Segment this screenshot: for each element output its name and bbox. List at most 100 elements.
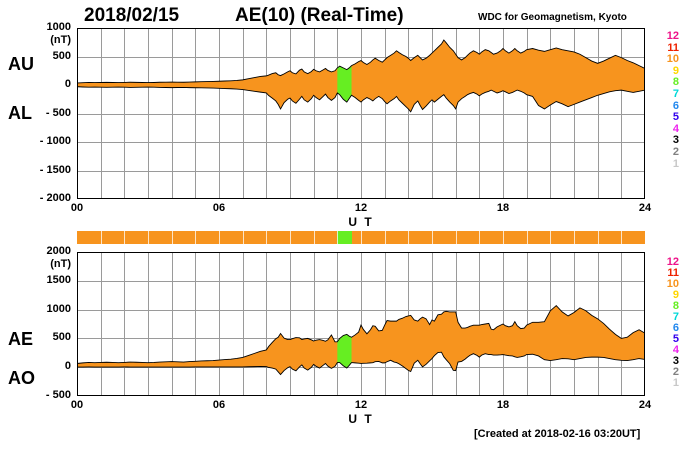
gridline-vertical	[219, 253, 220, 395]
gridline-vertical	[337, 253, 338, 395]
color-scale-level-7: 7	[672, 311, 679, 323]
y-axis-unit-label: (nT)	[50, 258, 71, 270]
gridline-vertical	[290, 253, 291, 395]
y-axis-tick-label: 1000	[46, 303, 71, 315]
color-scale-level-7: 7	[672, 88, 679, 100]
x-axis-tick-label: 00	[70, 202, 84, 214]
color-scale-level-11: 11	[667, 267, 679, 279]
color-scale-level-6: 6	[672, 99, 679, 112]
gridline-vertical	[101, 253, 102, 395]
strip-hour-separator	[550, 231, 552, 244]
strip-segment-level-8	[337, 231, 352, 244]
strip-hour-separator	[290, 231, 291, 244]
color-scale-level-8: 8	[672, 76, 679, 89]
gridline-horizontal	[78, 338, 644, 339]
series-label-ae: AE	[8, 329, 34, 349]
gridline-vertical	[479, 29, 480, 198]
gridline-vertical	[598, 253, 599, 395]
color-scale-level-2: 2	[672, 146, 679, 158]
x-axis-tick-label: 18	[496, 399, 510, 411]
gridline-vertical	[503, 253, 504, 395]
y-axis-tick-label: 2000	[46, 245, 71, 257]
color-scale-level-12: 12	[666, 256, 679, 268]
gridline-horizontal	[78, 57, 644, 58]
gridline-vertical	[621, 29, 622, 198]
y-axis-tick-label: - 1500	[39, 164, 71, 176]
activity-level-strip	[77, 231, 645, 244]
color-scale-level-6: 6	[672, 322, 679, 334]
strip-hour-separator	[384, 231, 386, 244]
gridline-vertical	[503, 29, 504, 198]
x-axis-tick-label: 18	[496, 202, 510, 214]
y-axis-tick-label: 500	[52, 331, 71, 343]
color-scale-level-3: 3	[672, 355, 679, 367]
color-scale-level-1: 1	[672, 157, 679, 170]
gridline-horizontal	[78, 171, 644, 172]
color-scale-level-9: 9	[672, 64, 679, 77]
x-axis-tick-label: 12	[354, 399, 368, 411]
gridline-vertical	[172, 29, 173, 198]
y-axis-tick-label: 0	[64, 78, 71, 90]
chart-date: 2018/02/15	[84, 5, 180, 26]
color-scale-level-1: 1	[672, 377, 679, 389]
gridline-vertical	[266, 29, 267, 198]
strip-hour-separator	[361, 231, 362, 244]
strip-hour-separator	[526, 231, 528, 244]
gridline-vertical	[550, 253, 551, 395]
x-axis-tick-label: 24	[638, 399, 652, 411]
strip-hour-separator	[148, 231, 149, 244]
activity-level-color-scale: 12 11 10 9 8 7 6 5 4 3 2 1	[657, 252, 679, 396]
gridline-vertical	[385, 253, 386, 395]
strip-hour-separator	[597, 231, 599, 244]
gridline-vertical	[243, 253, 244, 395]
gridline-vertical	[148, 253, 149, 395]
gridline-vertical	[314, 29, 315, 198]
x-axis-tick-label: 12	[354, 202, 368, 214]
gridline-vertical	[621, 253, 622, 395]
gridline-horizontal	[78, 114, 644, 115]
color-scale-level-2: 2	[672, 366, 679, 378]
series-label-au: AU	[8, 54, 34, 74]
page-title: AE(10) (Real-Time)	[235, 5, 404, 26]
gridline-horizontal	[78, 367, 644, 368]
gridline-vertical	[195, 29, 196, 198]
gridline-vertical	[124, 253, 125, 395]
y-axis-tick-label: - 500	[45, 107, 71, 119]
color-scale-level-5: 5	[672, 333, 679, 345]
x-axis-tick-label: 24	[638, 202, 652, 214]
color-scale-level-10: 10	[666, 53, 679, 66]
gridline-vertical	[172, 253, 173, 395]
strip-segment-level-10	[77, 231, 338, 244]
gridline-horizontal	[78, 281, 644, 282]
gridline-vertical	[408, 29, 409, 198]
gridline-horizontal	[78, 85, 644, 86]
strip-hour-separator	[266, 231, 268, 244]
strip-hour-separator	[124, 231, 126, 244]
color-scale-level-8: 8	[672, 300, 679, 312]
color-scale-level-4: 4	[672, 122, 679, 135]
gridline-vertical	[527, 253, 528, 395]
gridline-vertical	[574, 29, 575, 198]
gridline-vertical	[408, 253, 409, 395]
gridline-vertical	[290, 29, 291, 198]
gridline-vertical	[314, 253, 315, 395]
activity-level-color-scale: 12 11 10 9 8 7 6 5 4 3 2 1	[657, 28, 679, 199]
color-scale-level-12: 12	[666, 30, 679, 42]
gridline-vertical	[456, 29, 457, 198]
strip-hour-separator	[219, 231, 220, 244]
gridline-vertical	[337, 29, 338, 198]
x-axis-title: U T	[348, 412, 374, 426]
gridline-vertical	[266, 253, 267, 395]
strip-hour-separator	[100, 231, 102, 244]
gridline-vertical	[361, 253, 362, 395]
gridline-vertical	[527, 29, 528, 198]
strip-segment-level-10	[351, 231, 645, 244]
gridline-vertical	[432, 253, 433, 395]
strip-hour-separator	[408, 231, 410, 244]
strip-hour-separator	[479, 231, 481, 244]
gridline-vertical	[124, 29, 125, 198]
gridline-vertical	[432, 29, 433, 198]
color-scale-level-4: 4	[672, 344, 679, 356]
color-scale-level-9: 9	[672, 289, 679, 301]
